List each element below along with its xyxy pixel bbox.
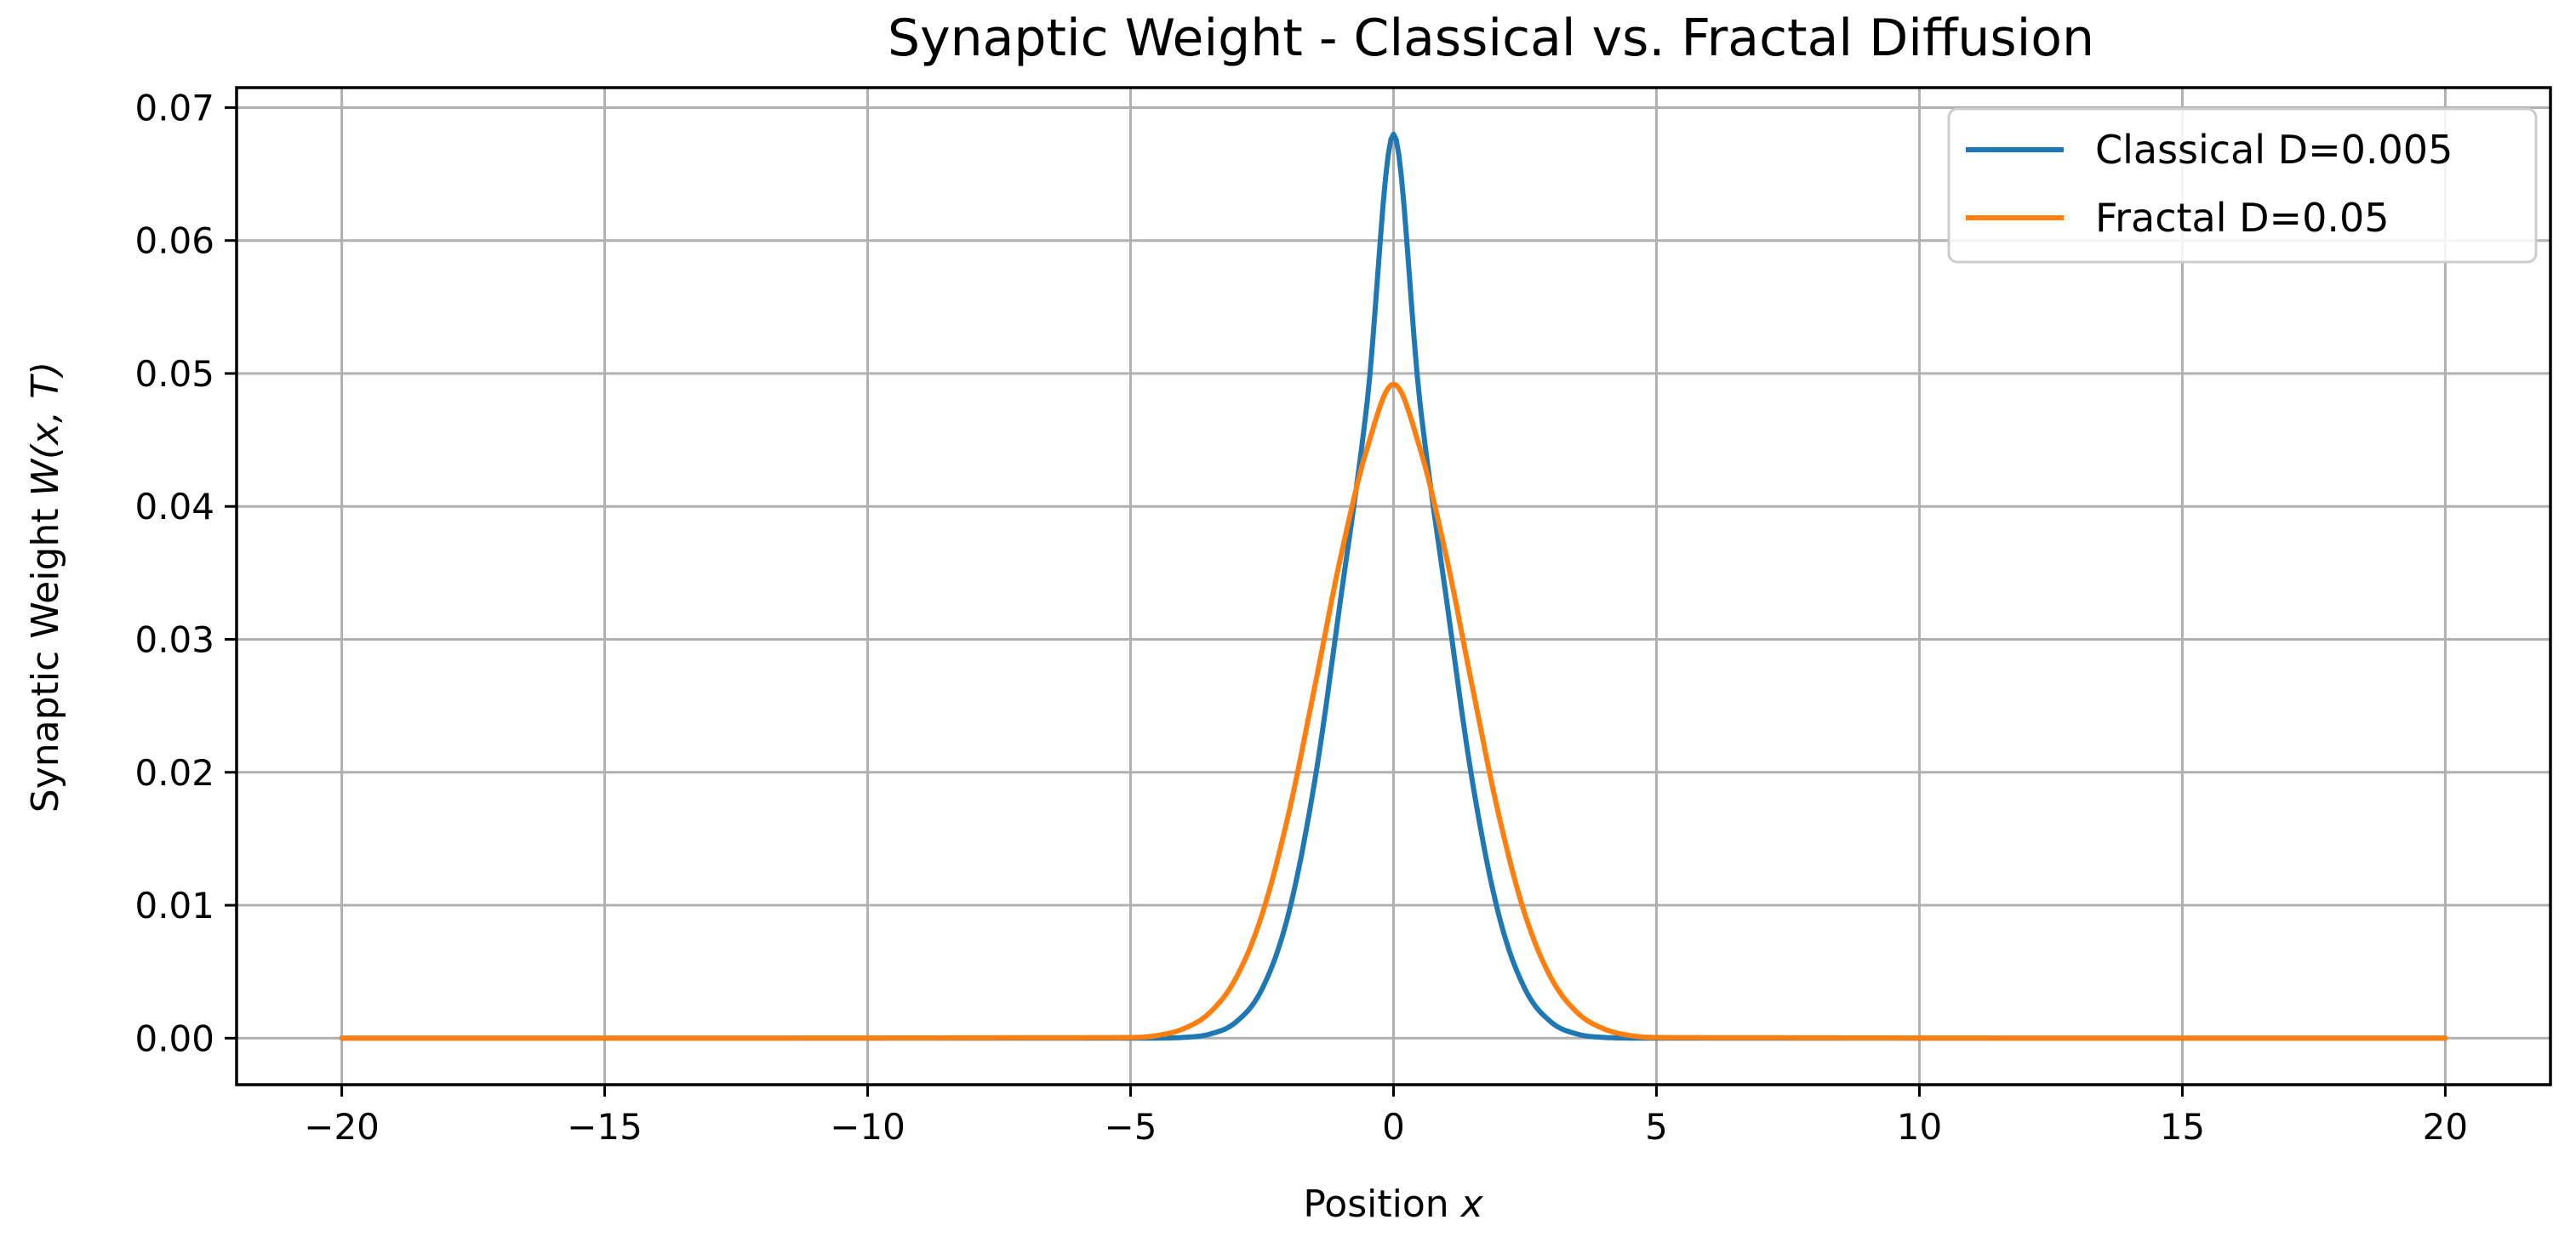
y-axis-label-text: Synaptic Weight [24,497,67,813]
axis-ticks: −20 −15 −10 −5 0 5 10 15 20 0.00 0.01 0.02 0.03 0.04 0… [134,87,2468,1148]
legend-label-fractal: Fractal D=0.05 [2095,195,2390,241]
x-tick-label: 15 [2160,1106,2205,1148]
x-tick-label: −10 [830,1106,905,1148]
y-tick-label: 0.04 [134,486,214,527]
y-tick-label: 0.03 [134,619,214,661]
x-tick-label: 5 [1645,1106,1668,1148]
x-tick-label: −5 [1105,1106,1157,1148]
x-axis-label-variable: x [1459,1183,1484,1226]
x-tick-label: 10 [1897,1106,1942,1148]
legend-label-classical: Classical D=0.005 [2095,127,2453,173]
y-tick-label: 0.06 [134,220,214,262]
x-axis-label-text: Position [1303,1183,1460,1226]
y-tick-label: 0.02 [134,752,214,794]
chart-title: Synaptic Weight - Classical vs. Fractal … [888,9,2094,68]
x-tick-label: 20 [2423,1106,2468,1148]
x-axis-label: Position x [1303,1183,1483,1226]
legend: Classical D=0.005 Fractal D=0.05 [1947,107,2538,264]
y-axis-label: Synaptic Weight W(x, T) [24,362,67,812]
y-tick-label: 0.01 [134,885,214,926]
y-axis-label-variable: W(x, T) [24,362,67,497]
y-tick-label: 0.05 [134,353,214,395]
legend-box [1947,107,2538,264]
series-line-fractal [339,381,2448,1041]
x-tick-label: 0 [1382,1106,1405,1148]
x-tick-label: −20 [304,1106,380,1148]
y-tick-label: 0.07 [134,87,214,128]
x-tick-label: −15 [567,1106,643,1148]
y-tick-label: 0.00 [134,1018,214,1059]
plot-series [339,131,2448,1041]
